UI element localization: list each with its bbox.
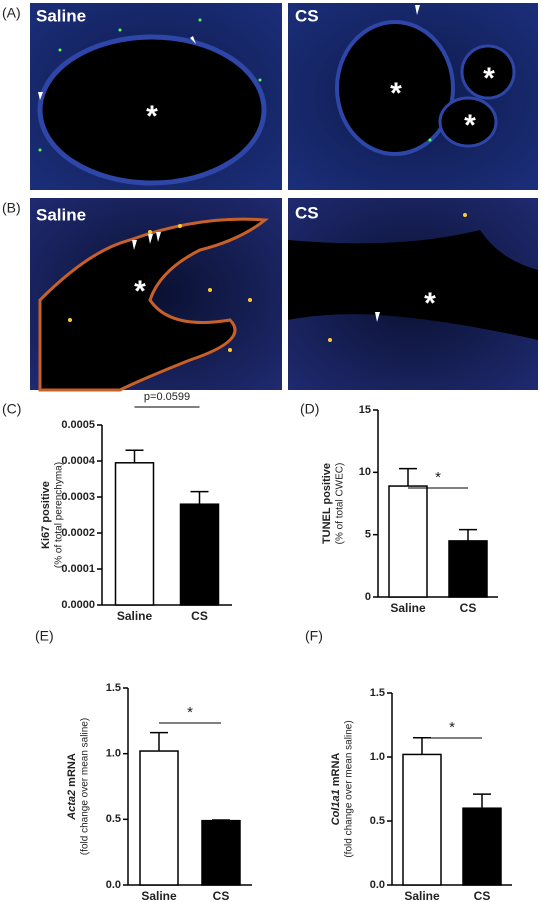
y-axis-sublabel: (fold change over mean saline) xyxy=(80,718,91,855)
y-axis-sublabel: (% of total perenchyma) xyxy=(54,462,65,568)
lumen-marker: * xyxy=(146,100,158,133)
y-axis-label-text: mRNA xyxy=(330,753,342,787)
lumen-marker: * xyxy=(464,109,476,142)
y-axis-label: Acta2 mRNA xyxy=(66,753,78,821)
y-tick-label: 0.0005 xyxy=(61,419,95,431)
significance-label: * xyxy=(435,469,441,486)
bar xyxy=(448,540,488,598)
y-axis-label-text: mRNA xyxy=(66,753,78,787)
y-tick-label: 1.5 xyxy=(370,687,385,699)
significance-label: * xyxy=(187,704,193,721)
y-tick-label: 0.0003 xyxy=(61,491,95,503)
panel-label: (C) xyxy=(2,401,21,417)
bar xyxy=(114,462,155,606)
lumen-marker: * xyxy=(483,62,495,95)
y-tick-label: 0.0 xyxy=(370,879,385,891)
lumen-marker: * xyxy=(134,275,146,308)
x-tick-label: CS xyxy=(191,609,208,623)
panel-label: (E) xyxy=(35,628,54,644)
micrograph xyxy=(30,198,282,392)
y-axis-label: Col1a1 mRNA xyxy=(330,753,342,826)
y-axis-label-text: TUNEL positive xyxy=(321,463,333,544)
x-tick-label: Saline xyxy=(117,609,153,623)
y-axis-sublabel: (% of total CWEC) xyxy=(335,463,346,545)
panel-label: (F) xyxy=(305,628,323,644)
micrograph xyxy=(30,3,282,190)
y-tick-label: 1.0 xyxy=(370,751,385,763)
panel-label: (A) xyxy=(2,5,21,21)
image-label: CS xyxy=(295,6,319,25)
y-tick-label: 1.5 xyxy=(106,682,121,694)
x-tick-label: Saline xyxy=(390,601,426,615)
image-label: Saline xyxy=(36,6,86,25)
lumen-marker: * xyxy=(424,287,436,320)
y-tick-label: 5 xyxy=(365,529,371,541)
bar xyxy=(388,485,428,598)
x-tick-label: CS xyxy=(213,889,230,902)
x-tick-label: Saline xyxy=(404,889,440,902)
y-tick-label: 15 xyxy=(359,404,371,416)
y-tick-label: 1.0 xyxy=(106,748,121,760)
image-label: Saline xyxy=(36,205,86,224)
image-label: CS xyxy=(295,203,319,222)
bar xyxy=(201,819,241,886)
y-tick-label: 0.5 xyxy=(370,815,385,827)
y-tick-label: 0.0001 xyxy=(61,563,95,575)
x-tick-label: CS xyxy=(474,889,491,902)
x-tick-label: CS xyxy=(460,601,477,615)
y-tick-label: 0.0 xyxy=(106,879,121,891)
y-tick-label: 0.0002 xyxy=(61,527,95,539)
bar xyxy=(139,750,179,886)
bar xyxy=(462,807,502,886)
significance-label: p=0.0599 xyxy=(144,391,190,403)
y-axis-label: TUNEL positive xyxy=(321,463,333,544)
y-tick-label: 0.5 xyxy=(106,813,121,825)
y-tick-label: 10 xyxy=(359,466,371,478)
panel-label: (B) xyxy=(2,200,21,216)
significance-label: * xyxy=(449,719,455,736)
micrograph xyxy=(288,3,538,190)
lumen-marker: * xyxy=(390,77,402,110)
y-axis-label-text: Ki67 positive xyxy=(40,481,52,549)
y-tick-label: 0 xyxy=(365,591,371,603)
y-tick-label: 0.0004 xyxy=(61,455,96,467)
y-tick-label: 0.0000 xyxy=(61,599,95,611)
y-axis-label: Ki67 positive xyxy=(40,481,52,549)
panel-label: (D) xyxy=(300,401,319,417)
micrograph xyxy=(288,198,538,390)
y-axis-sublabel: (fold change over mean saline) xyxy=(344,720,355,857)
bar xyxy=(179,503,220,606)
y-axis-label-gene: Col1a1 xyxy=(330,789,342,825)
x-tick-label: Saline xyxy=(141,889,177,902)
bar xyxy=(402,753,442,886)
y-axis-label-gene: Acta2 xyxy=(66,790,78,821)
